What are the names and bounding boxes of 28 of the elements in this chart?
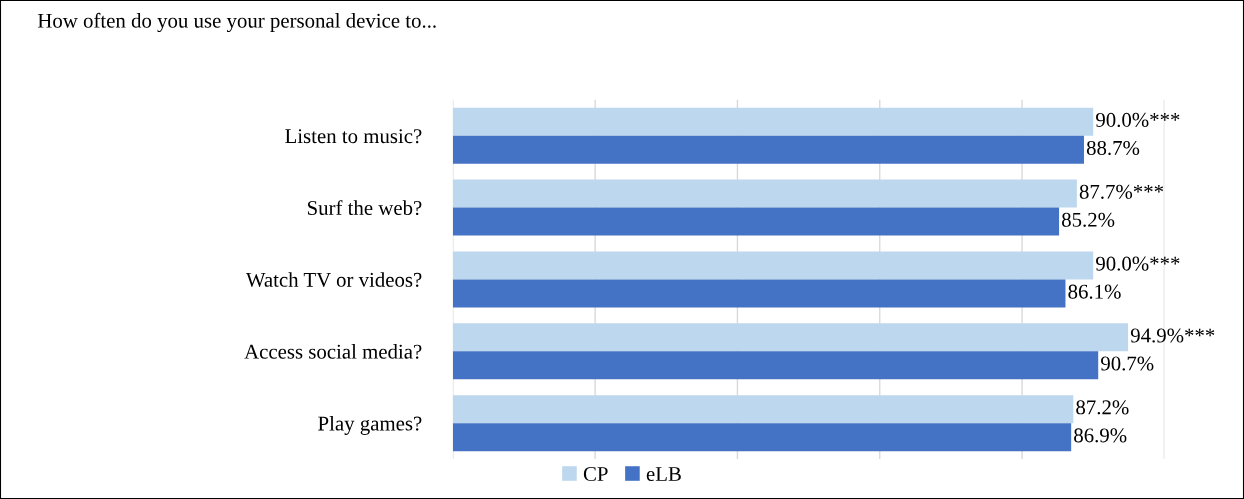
legend-label: eLB: [646, 467, 681, 482]
y-tick-label: Listen to music?: [285, 129, 422, 144]
y-tick-label: Play games?: [318, 415, 422, 435]
data-label: 87.2%: [1076, 400, 1129, 415]
data-label: 94.9%***: [1130, 328, 1215, 343]
text: How often do you use your personal device to...: [37, 12, 436, 33]
data-label: 90.0%***: [1096, 112, 1180, 128]
y-tick-label: Watch TV or videos?: [245, 272, 422, 287]
bar: [452, 251, 1094, 280]
data-label: 88.7%: [1086, 140, 1140, 156]
data-label: 90.7%: [1101, 356, 1154, 371]
data-label: 85.2%: [1062, 212, 1115, 227]
data-label: 90.0%***: [1096, 256, 1180, 271]
legend-label: CP: [583, 467, 608, 482]
bar: [452, 107, 1094, 136]
bar: [452, 395, 1074, 424]
bar: [452, 135, 1084, 164]
y-tick-label: Surf the web?: [307, 200, 422, 216]
y-tick-label: Access social media?: [244, 344, 422, 359]
bar: [452, 179, 1077, 208]
bar: [452, 351, 1099, 380]
data-label: 87.7%***: [1079, 184, 1164, 199]
bar: [452, 207, 1060, 236]
bar: [452, 423, 1072, 452]
bar: [452, 279, 1066, 308]
bar: [452, 323, 1129, 352]
data-label: 86.9%: [1074, 428, 1127, 443]
data-label: 86.1%: [1068, 284, 1121, 299]
